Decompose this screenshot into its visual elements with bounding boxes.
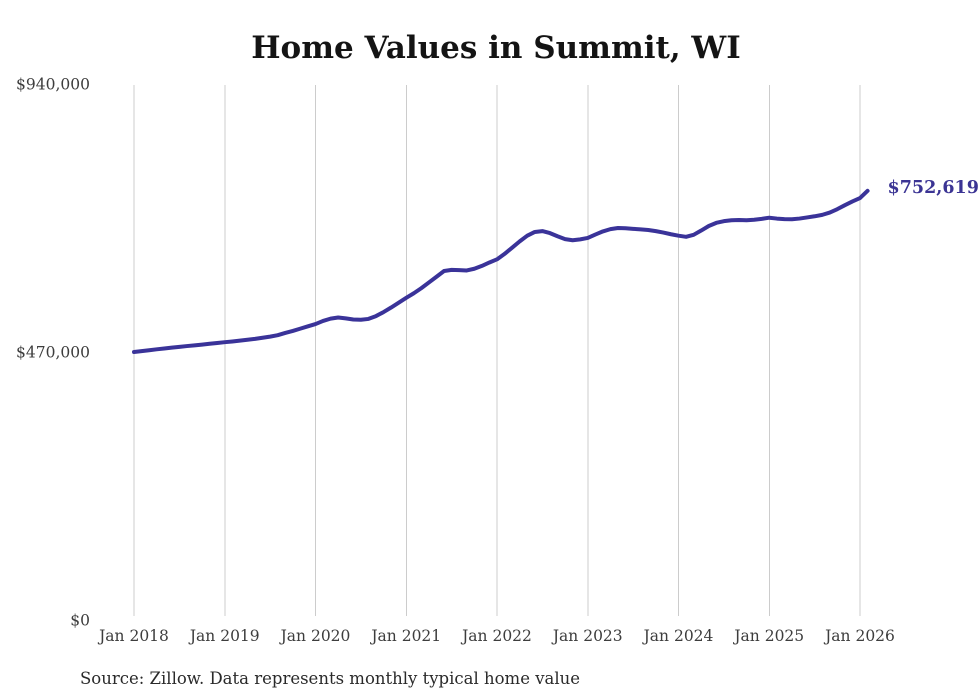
x-tick-label: Jan 2018	[97, 627, 169, 645]
x-tick-label: Jan 2021	[369, 627, 441, 645]
y-tick-label: $940,000	[16, 76, 90, 94]
gridlines	[133, 85, 861, 616]
x-tick-label: Jan 2022	[460, 627, 532, 645]
y-tick-label: $470,000	[16, 344, 90, 362]
y-axis-labels: $940,000 $470,000 $0	[16, 76, 90, 630]
x-tick-label: Jan 2023	[551, 627, 623, 645]
chart-title: Home Values in Summit, WI	[251, 30, 741, 66]
x-tick-label: Jan 2020	[279, 627, 351, 645]
x-tick-label: Jan 2019	[188, 627, 260, 645]
x-tick-label: Jan 2025	[732, 627, 804, 645]
latest-value-label: $752,619	[888, 178, 979, 198]
x-axis-labels: Jan 2018 Jan 2019 Jan 2020 Jan 2021 Jan 2022…	[97, 627, 895, 645]
x-tick-label: Jan 2024	[642, 627, 714, 645]
home-value-line	[132, 188, 870, 354]
source-note: Source: Zillow. Data represents monthly …	[80, 669, 580, 688]
x-tick-label: Jan 2026	[823, 627, 895, 645]
y-tick-label: $0	[70, 612, 90, 630]
